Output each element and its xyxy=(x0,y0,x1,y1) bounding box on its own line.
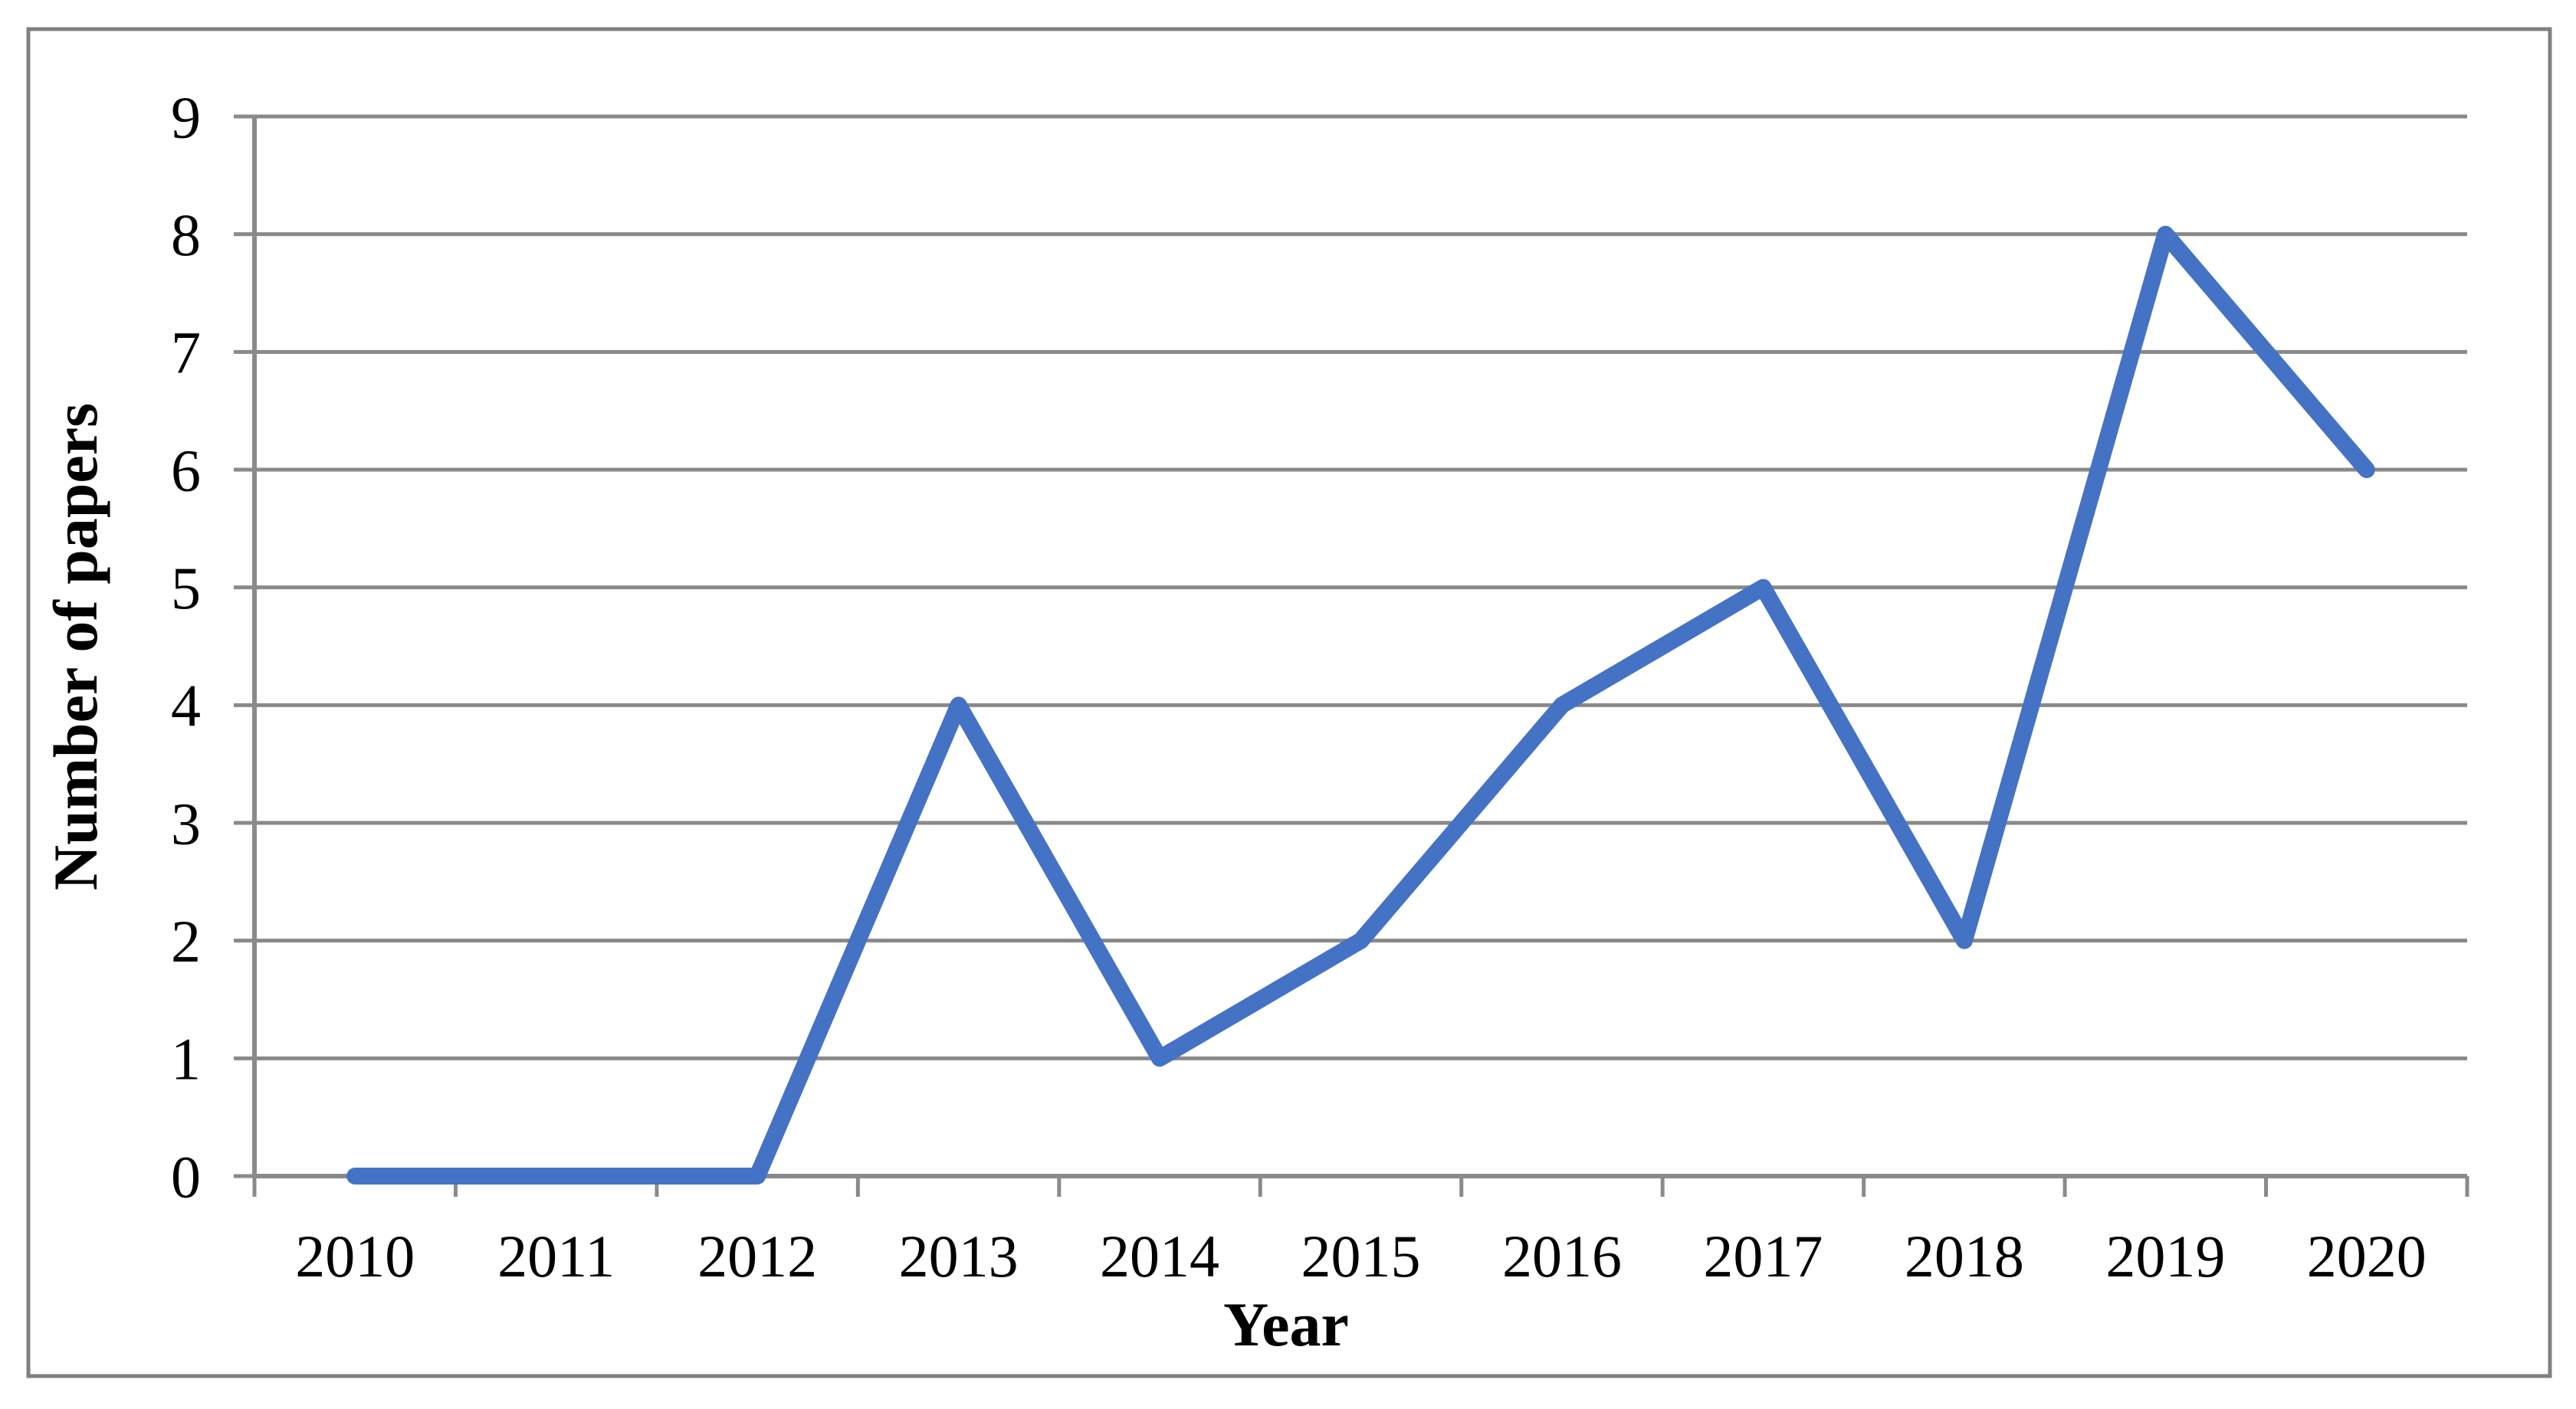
y-tick-label-2: 2 xyxy=(171,908,201,975)
x-tick-label-2018: 2018 xyxy=(1905,1223,2024,1289)
y-tick-label-0: 0 xyxy=(171,1143,201,1210)
y-tick-label-8: 8 xyxy=(171,202,201,268)
x-axis-ticks-group xyxy=(252,1176,2469,1197)
y-tick-label-5: 5 xyxy=(171,555,201,621)
x-tick-label-2015: 2015 xyxy=(1301,1223,1421,1289)
x-axis-title: Year xyxy=(1223,1289,1349,1359)
y-tick-labels-group: 0 1 2 3 4 5 6 7 8 9 xyxy=(171,84,201,1210)
y-tick-label-4: 4 xyxy=(171,673,201,739)
x-tick-label-2016: 2016 xyxy=(1502,1223,1622,1289)
x-tick-label-2019: 2019 xyxy=(2105,1223,2225,1289)
y-tick-label-3: 3 xyxy=(171,790,201,857)
y-axis-ticks-group xyxy=(234,114,254,1178)
x-tick-label-2013: 2013 xyxy=(899,1223,1019,1289)
y-tick-label-9: 9 xyxy=(171,84,201,150)
x-tick-label-2012: 2012 xyxy=(697,1223,817,1289)
gridlines-group xyxy=(254,114,2467,1178)
x-tick-label-2017: 2017 xyxy=(1703,1223,1823,1289)
y-tick-label-6: 6 xyxy=(171,437,201,503)
x-tick-label-2014: 2014 xyxy=(1100,1223,1219,1289)
y-axis-title: Number of papers xyxy=(41,403,110,890)
y-tick-label-1: 1 xyxy=(171,1026,201,1093)
data-series-line xyxy=(346,225,2375,1185)
chart-border xyxy=(26,27,2552,1378)
y-tick-label-7: 7 xyxy=(171,319,201,386)
x-tick-label-2020: 2020 xyxy=(2307,1223,2427,1289)
x-tick-label-2010: 2010 xyxy=(295,1223,415,1289)
x-tick-label-2011: 2011 xyxy=(497,1223,615,1289)
x-tick-labels-group: 2010 2011 2012 2013 2014 2015 2016 2017 2018 2019… xyxy=(295,1223,2427,1289)
